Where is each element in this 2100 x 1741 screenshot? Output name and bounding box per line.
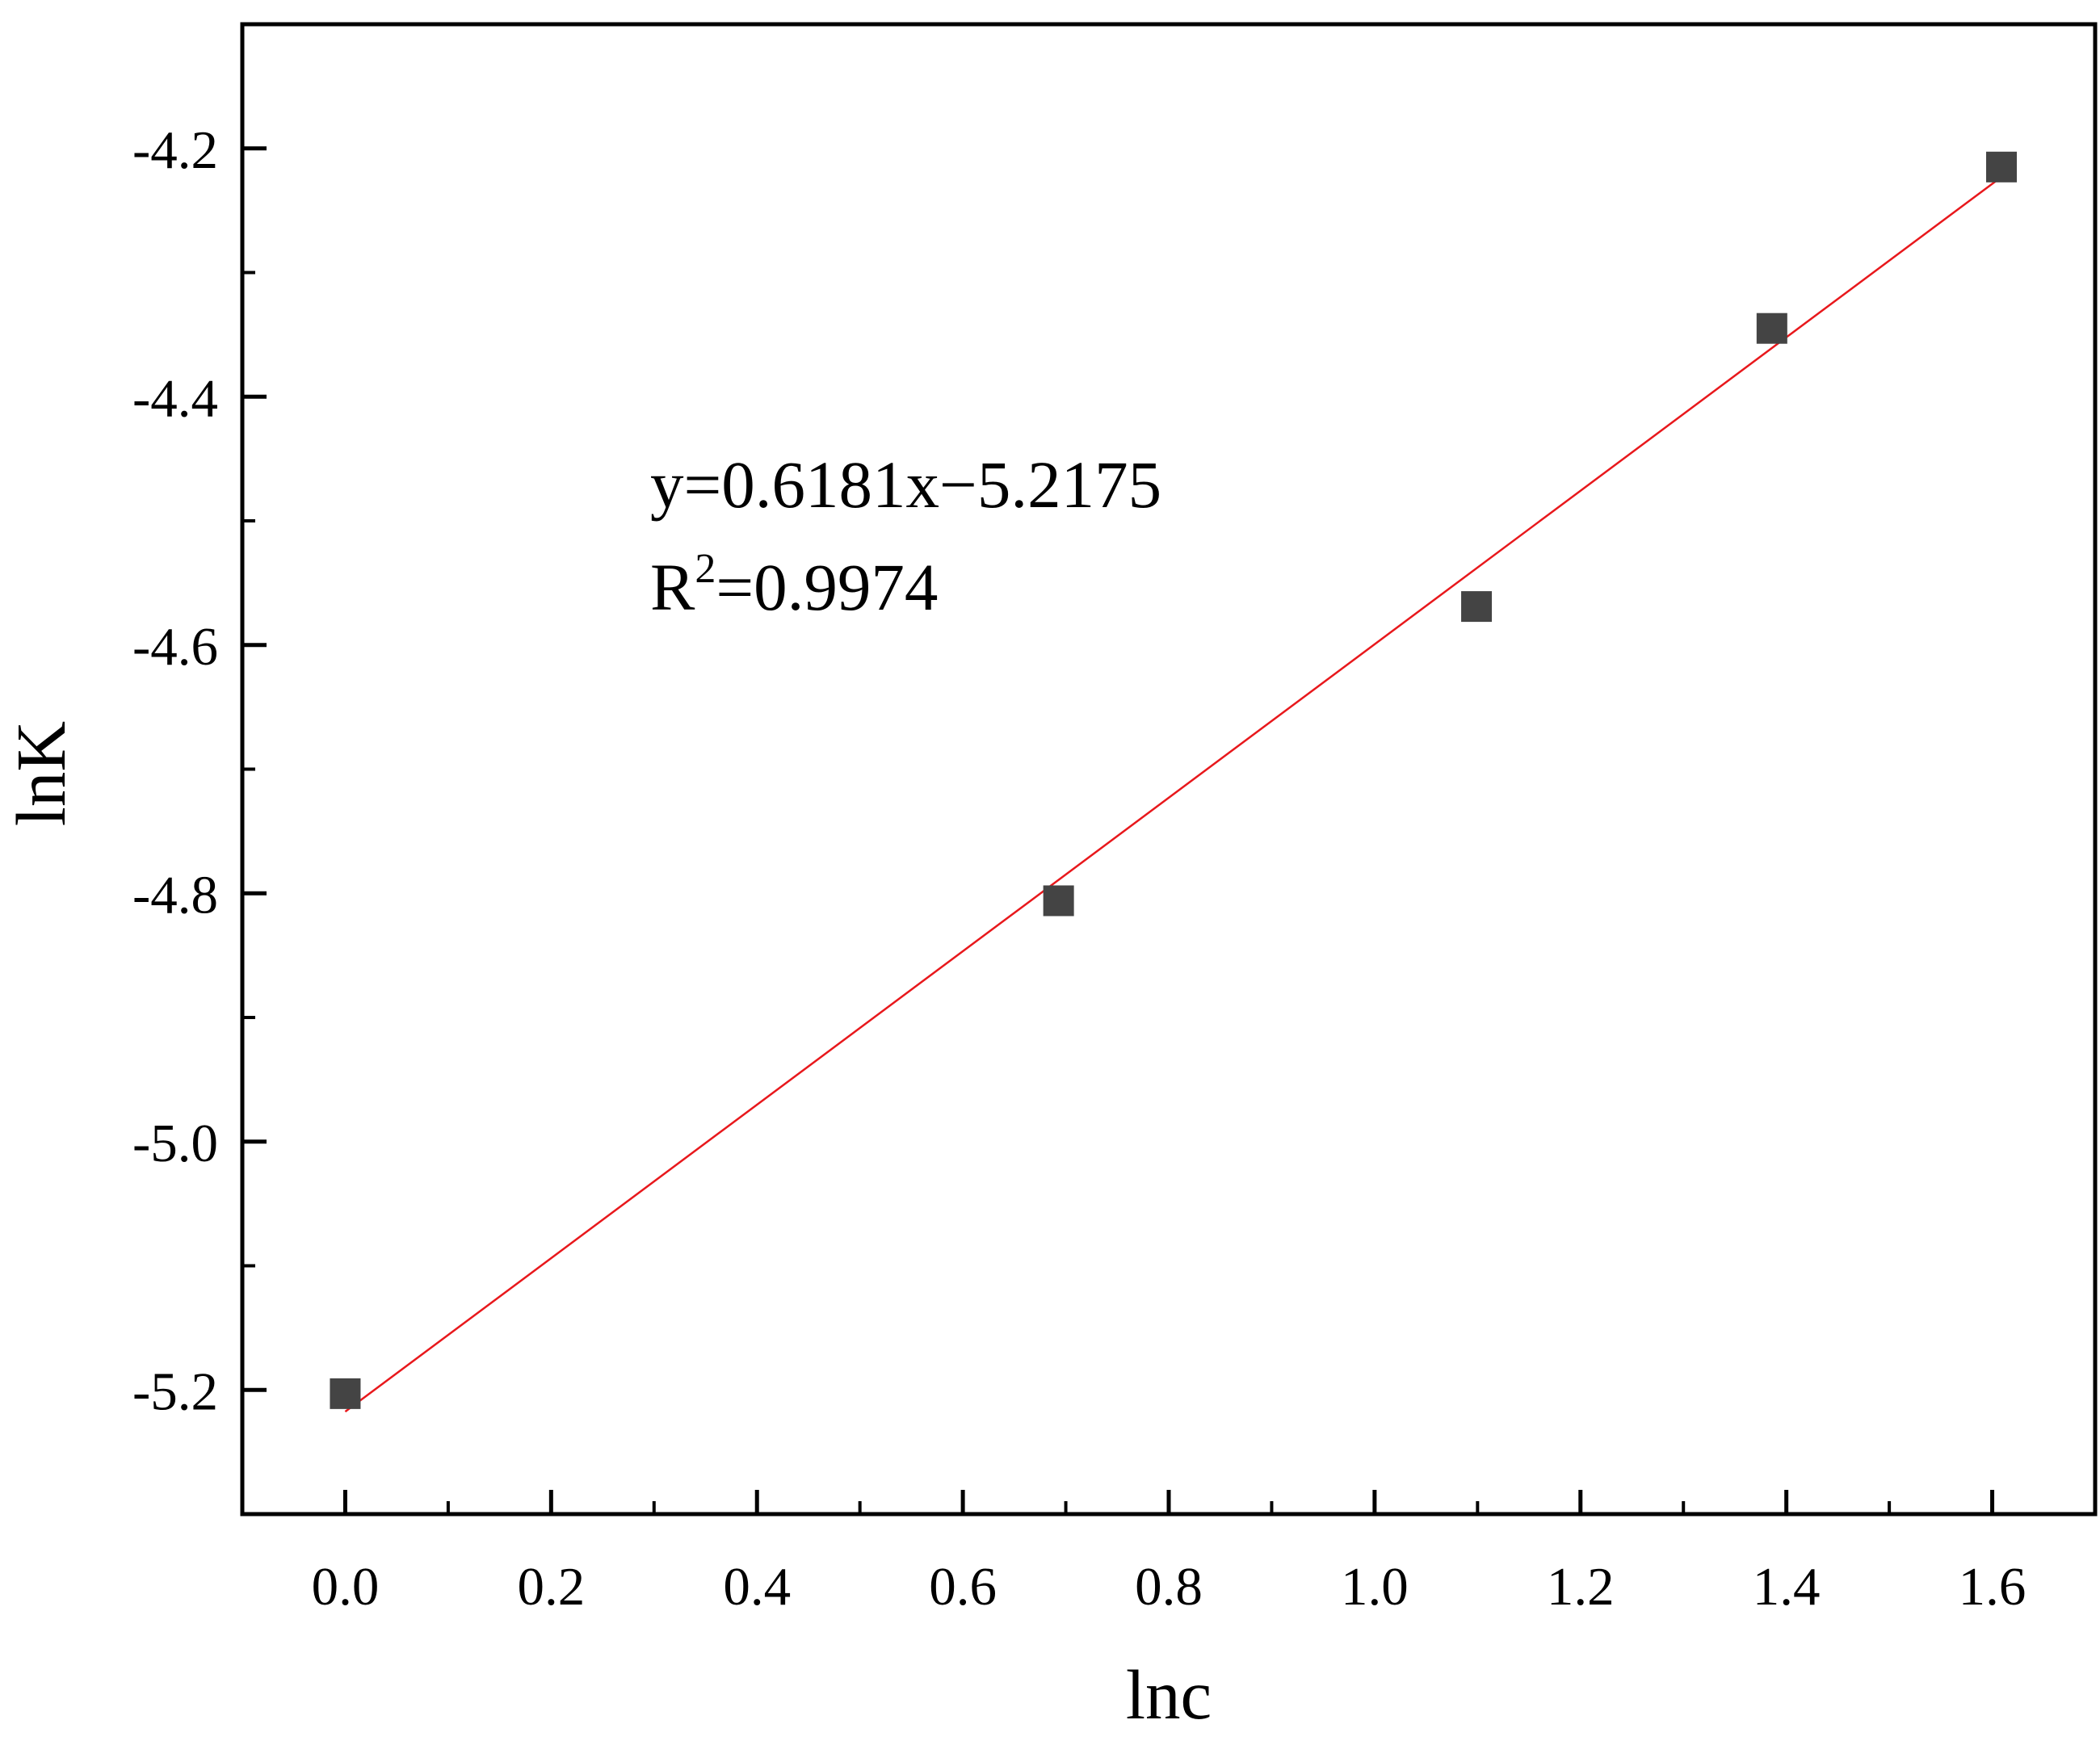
fit-equation: y=0.6181x−5.2175 [650, 447, 1161, 522]
data-point [1986, 151, 2018, 182]
r-squared-value: =0.9974 [716, 550, 938, 624]
x-tick-label: 0.0 [312, 1557, 380, 1617]
data-point [1756, 313, 1787, 344]
x-tick-label: 1.2 [1547, 1557, 1615, 1617]
r-squared: R2=0.9974 [650, 546, 938, 624]
r-squared-superscript: 2 [695, 546, 716, 592]
y-tick-label: -4.4 [132, 368, 218, 428]
y-axis-tick-labels: -5.2 -5.0 -4.8 -4.6 -4.4 -4.2 [132, 120, 218, 1422]
data-points [330, 151, 2018, 1409]
x-axis-tick-labels: 0.0 0.2 0.4 0.6 0.8 1.0 1.2 1.4 1.6 [312, 1557, 2026, 1617]
y-axis-title: lnK [2, 721, 80, 827]
plot-frame [240, 22, 2098, 1517]
x-tick-label: 0.2 [517, 1557, 585, 1617]
y-tick-label: -4.8 [132, 865, 218, 925]
y-tick-label: -5.2 [132, 1361, 218, 1421]
x-tick-label: 1.0 [1341, 1557, 1409, 1617]
x-tick-label: 0.8 [1135, 1557, 1203, 1617]
x-axis-title: lnc [1126, 1655, 1212, 1734]
x-tick-label: 0.6 [929, 1557, 997, 1617]
linear-fit-line [344, 176, 2002, 1413]
x-tick-label: 1.4 [1753, 1557, 1821, 1617]
y-tick-label: -4.6 [132, 617, 218, 677]
y-tick-label: -5.0 [132, 1114, 218, 1173]
data-point [330, 1378, 361, 1409]
y-tick-label: -4.2 [132, 120, 218, 180]
x-axis-ticks [342, 1490, 1995, 1514]
y-axis-ticks [242, 146, 267, 1392]
data-point [1043, 885, 1074, 917]
x-tick-label: 0.4 [723, 1557, 791, 1617]
data-point [1461, 591, 1493, 623]
x-tick-label: 1.6 [1959, 1557, 2026, 1617]
r-squared-prefix: R [650, 550, 695, 624]
